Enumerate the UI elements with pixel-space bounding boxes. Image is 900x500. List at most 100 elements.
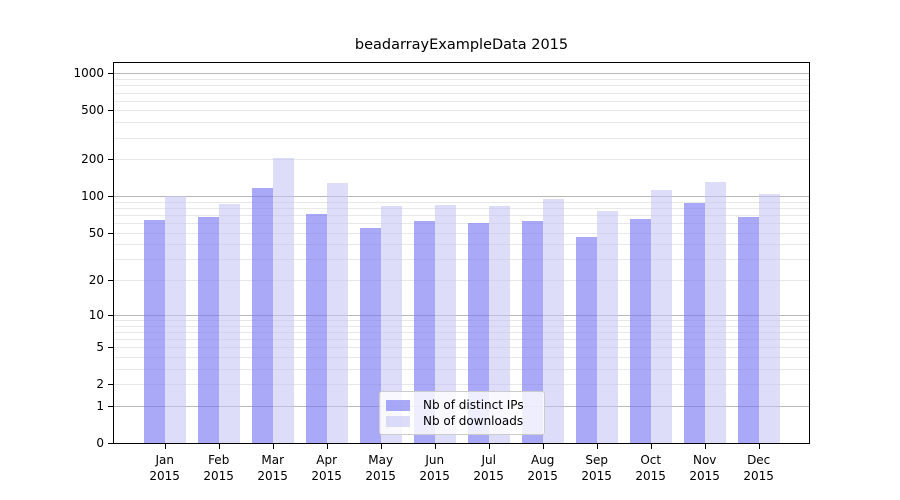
gridline-minor xyxy=(114,207,809,209)
gridline-minor xyxy=(114,122,809,124)
legend-label-distinct-ips: Nb of distinct IPs xyxy=(423,398,524,412)
y-tick-label-50: 50 xyxy=(88,225,104,240)
bar-nb-of-distinct-ips-mar xyxy=(251,188,273,443)
legend-item-downloads: Nb of downloads xyxy=(386,413,544,429)
bar-nb-of-downloads-apr xyxy=(326,183,348,443)
gridline-minor xyxy=(114,201,809,203)
x-tick-year: 2015 xyxy=(419,469,450,483)
bar-nb-of-downloads-aug xyxy=(542,199,564,443)
x-tick-month: Jun xyxy=(425,453,445,467)
y-tick-mark-5 xyxy=(108,347,113,349)
x-tick-mark-mar xyxy=(272,444,274,449)
x-tick-mark-oct xyxy=(650,444,652,449)
y-tick-label-1: 1 xyxy=(96,398,104,413)
gridline-minor xyxy=(114,85,809,87)
y-tick-mark-1000 xyxy=(108,73,113,75)
y-tick-mark-50 xyxy=(108,232,113,234)
gridline-minor xyxy=(114,368,809,370)
x-tick-year: 2015 xyxy=(581,469,612,483)
x-tick-label-oct: Oct 2015 xyxy=(624,452,678,484)
x-tick-year: 2015 xyxy=(149,469,180,483)
gridline-minor xyxy=(114,100,809,102)
y-tick-mark-200 xyxy=(108,159,113,161)
gridline-minor xyxy=(114,215,809,216)
bar-nb-of-distinct-ips-dec xyxy=(737,217,759,443)
bar-nb-of-downloads-nov xyxy=(704,182,726,443)
bar-nb-of-distinct-ips-aug xyxy=(521,221,543,443)
x-tick-label-may: May 2015 xyxy=(354,452,408,484)
bar-nb-of-distinct-ips-jun xyxy=(413,221,435,443)
bar-nb-of-distinct-ips-sep xyxy=(575,237,597,443)
gridline-minor xyxy=(114,347,809,349)
x-tick-label-jun: Jun 2015 xyxy=(408,452,462,484)
x-tick-mark-jun xyxy=(434,444,436,449)
y-tick-mark-10 xyxy=(108,314,113,316)
x-tick-label-sep: Sep 2015 xyxy=(570,452,624,484)
legend-label-downloads: Nb of downloads xyxy=(423,414,524,428)
x-tick-month: Sep xyxy=(585,453,608,467)
gridline-major xyxy=(114,196,809,198)
chart-title: beadarrayExampleData 2015 xyxy=(354,37,569,53)
gridline-minor xyxy=(114,232,809,234)
bars-layer xyxy=(114,63,809,443)
x-tick-year: 2015 xyxy=(473,469,504,483)
y-tick-label-20: 20 xyxy=(88,273,104,288)
legend-item-distinct-ips: Nb of distinct IPs xyxy=(386,397,544,413)
y-tick-mark-100 xyxy=(108,196,113,198)
y-tick-label-200: 200 xyxy=(81,152,104,167)
x-tick-month: Nov xyxy=(692,453,717,467)
gridline-minor xyxy=(114,280,809,282)
gridline-minor xyxy=(114,356,809,358)
x-tick-year: 2015 xyxy=(689,469,720,483)
gridline-minor xyxy=(114,319,809,321)
x-tick-month: Jan xyxy=(155,453,174,467)
bar-nb-of-downloads-jul xyxy=(488,206,510,443)
gridline-minor xyxy=(114,331,809,333)
y-tick-label-10: 10 xyxy=(88,307,104,322)
gridline-minor xyxy=(114,137,809,139)
x-tick-month: Dec xyxy=(747,453,771,467)
x-tick-mark-dec xyxy=(758,444,760,449)
bar-nb-of-downloads-dec xyxy=(758,194,780,443)
x-tick-month: Apr xyxy=(316,453,338,467)
legend: Nb of distinct IPs Nb of downloads xyxy=(379,391,545,435)
x-tick-month: Oct xyxy=(640,453,662,467)
x-tick-label-aug: Aug 2015 xyxy=(516,452,570,484)
x-tick-mark-sep xyxy=(596,444,598,449)
gridline-minor xyxy=(114,79,809,80)
x-tick-mark-may xyxy=(380,444,382,449)
x-tick-mark-nov xyxy=(704,444,706,449)
y-tick-label-100: 100 xyxy=(81,189,104,204)
bar-nb-of-downloads-oct xyxy=(650,189,672,443)
bar-nb-of-downloads-may xyxy=(380,206,402,443)
y-tick-mark-0 xyxy=(108,443,113,444)
x-tick-year: 2015 xyxy=(311,469,342,483)
plot-area xyxy=(113,62,810,444)
legend-swatch-downloads xyxy=(386,415,410,427)
gridline-minor xyxy=(114,259,809,261)
gridline-minor xyxy=(114,110,809,112)
gridline-major xyxy=(114,314,809,316)
bar-nb-of-downloads-mar xyxy=(272,158,294,443)
x-tick-month: Feb xyxy=(208,453,230,467)
y-tick-label-2: 2 xyxy=(96,377,104,392)
gridline-minor xyxy=(114,159,809,161)
bar-nb-of-downloads-feb xyxy=(218,203,240,443)
x-tick-year: 2015 xyxy=(527,469,558,483)
x-tick-label-dec: Dec 2015 xyxy=(732,452,786,484)
y-tick-mark-1 xyxy=(108,405,113,407)
x-tick-year: 2015 xyxy=(203,469,234,483)
x-tick-month: Mar xyxy=(261,453,284,467)
x-tick-mark-apr xyxy=(326,444,328,449)
x-tick-label-feb: Feb 2015 xyxy=(192,452,246,484)
x-tick-mark-feb xyxy=(218,444,220,449)
bar-nb-of-distinct-ips-apr xyxy=(305,214,327,443)
x-tick-month: Jul xyxy=(481,453,496,467)
bar-nb-of-distinct-ips-jan xyxy=(143,219,165,443)
x-tick-mark-jul xyxy=(488,444,490,449)
bar-nb-of-distinct-ips-jul xyxy=(467,223,489,443)
y-tick-mark-20 xyxy=(108,280,113,282)
gridline-minor xyxy=(114,384,809,386)
x-tick-label-apr: Apr 2015 xyxy=(300,452,354,484)
